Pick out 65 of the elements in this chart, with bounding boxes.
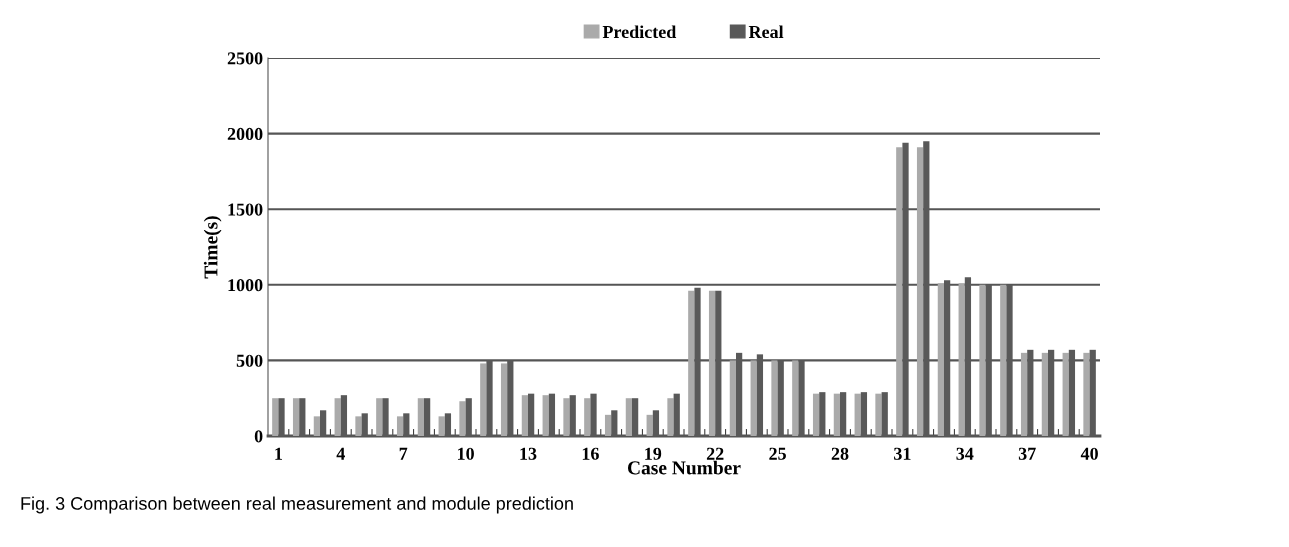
x-tick-label: 31 bbox=[894, 447, 911, 460]
x-tick-label: 13 bbox=[520, 447, 537, 460]
bar bbox=[916, 147, 924, 436]
x-tick-label: 37 bbox=[1018, 447, 1036, 460]
bar bbox=[812, 393, 820, 436]
bar bbox=[313, 416, 320, 436]
bar bbox=[937, 283, 944, 436]
bar bbox=[771, 360, 778, 436]
bar bbox=[667, 398, 674, 436]
y-axis-title: Time(s) bbox=[203, 216, 222, 279]
bar bbox=[438, 416, 445, 436]
legend-label: Real bbox=[748, 25, 784, 39]
bar bbox=[1020, 352, 1028, 436]
bar bbox=[833, 393, 840, 436]
bar bbox=[854, 393, 861, 436]
bar bbox=[1083, 352, 1090, 436]
bar bbox=[750, 360, 757, 436]
bar bbox=[500, 363, 508, 436]
bar bbox=[417, 398, 424, 436]
x-tick-label: 40 bbox=[1080, 447, 1098, 460]
bar bbox=[875, 393, 882, 436]
bar bbox=[1062, 352, 1069, 436]
bar bbox=[958, 283, 965, 436]
bar bbox=[334, 398, 341, 436]
x-tick-label: 34 bbox=[956, 447, 974, 460]
legend-label: Predicted bbox=[602, 25, 677, 39]
bar bbox=[979, 284, 986, 436]
bar bbox=[292, 398, 300, 436]
y-tick-label: 2000 bbox=[227, 127, 263, 141]
x-tick-label: 25 bbox=[769, 447, 786, 460]
x-tick-label: 4 bbox=[336, 447, 345, 460]
bar bbox=[480, 363, 487, 436]
bar bbox=[584, 398, 591, 436]
bar bbox=[792, 360, 799, 436]
x-tick-label: 1 bbox=[275, 447, 282, 460]
x-tick-label: 16 bbox=[582, 447, 599, 460]
bar bbox=[1000, 284, 1007, 436]
bar bbox=[625, 398, 632, 436]
bar bbox=[604, 414, 612, 436]
bar bbox=[459, 401, 466, 436]
bar bbox=[729, 360, 736, 436]
bar bbox=[708, 290, 716, 436]
x-tick-label: 19 bbox=[645, 447, 662, 460]
y-tick-label: 500 bbox=[236, 354, 263, 367]
bar bbox=[542, 395, 549, 436]
bar bbox=[563, 398, 570, 436]
y-tick-label: 1000 bbox=[228, 279, 263, 292]
bar bbox=[272, 398, 279, 436]
bar bbox=[355, 416, 362, 436]
y-tick-label: 2500 bbox=[227, 52, 263, 65]
bar bbox=[688, 290, 695, 436]
x-axis-title: Case Number bbox=[627, 460, 741, 475]
bar bbox=[396, 416, 404, 436]
caption: Fig. 3 Comparison between real measurement and module prediction bbox=[21, 496, 573, 514]
bar bbox=[376, 398, 383, 436]
y-tick-label: 1500 bbox=[228, 203, 263, 216]
y-tick-label: 0 bbox=[254, 430, 263, 443]
x-tick-label: 10 bbox=[458, 447, 474, 460]
bar bbox=[896, 147, 903, 436]
bar bbox=[1041, 352, 1048, 436]
bar bbox=[646, 414, 653, 436]
x-tick-label: 7 bbox=[399, 447, 408, 460]
x-tick-label: 22 bbox=[706, 447, 724, 460]
bar bbox=[521, 395, 528, 436]
x-tick-label: 28 bbox=[831, 447, 849, 460]
